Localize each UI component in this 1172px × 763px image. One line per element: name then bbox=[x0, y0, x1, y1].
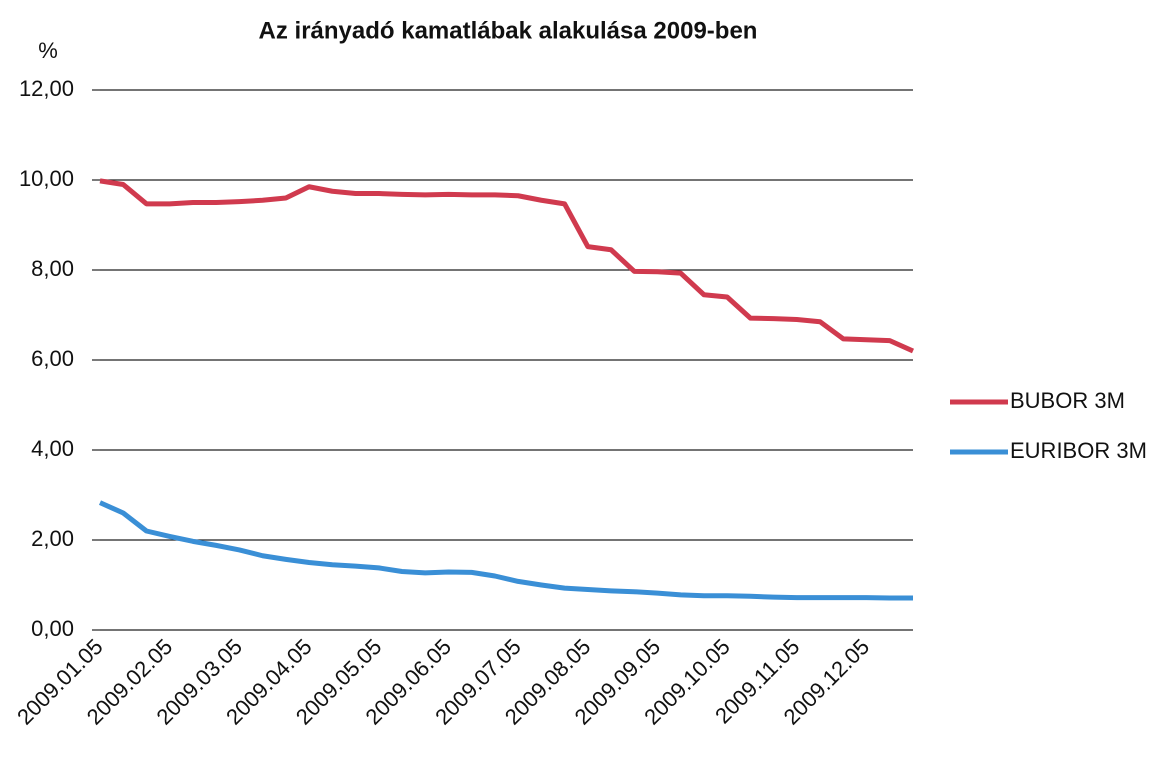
y-tick-label: 10,00 bbox=[19, 166, 74, 191]
chart-title: Az irányadó kamatlábak alakulása 2009-be… bbox=[259, 17, 758, 44]
y-tick-label: 8,00 bbox=[31, 256, 74, 281]
line-series bbox=[98, 500, 913, 601]
y-tick-label: 0,00 bbox=[31, 616, 74, 641]
line-series bbox=[99, 178, 915, 354]
y-tick-label: 12,00 bbox=[19, 76, 74, 101]
y-tick-label: 2,00 bbox=[31, 526, 74, 551]
y-tick-label: 4,00 bbox=[31, 436, 74, 461]
legend-label: BUBOR 3M bbox=[1010, 388, 1125, 413]
y-tick-label: 6,00 bbox=[31, 346, 74, 371]
legend-label: EURIBOR 3M bbox=[1010, 438, 1147, 463]
y-axis-label: % bbox=[38, 38, 58, 63]
